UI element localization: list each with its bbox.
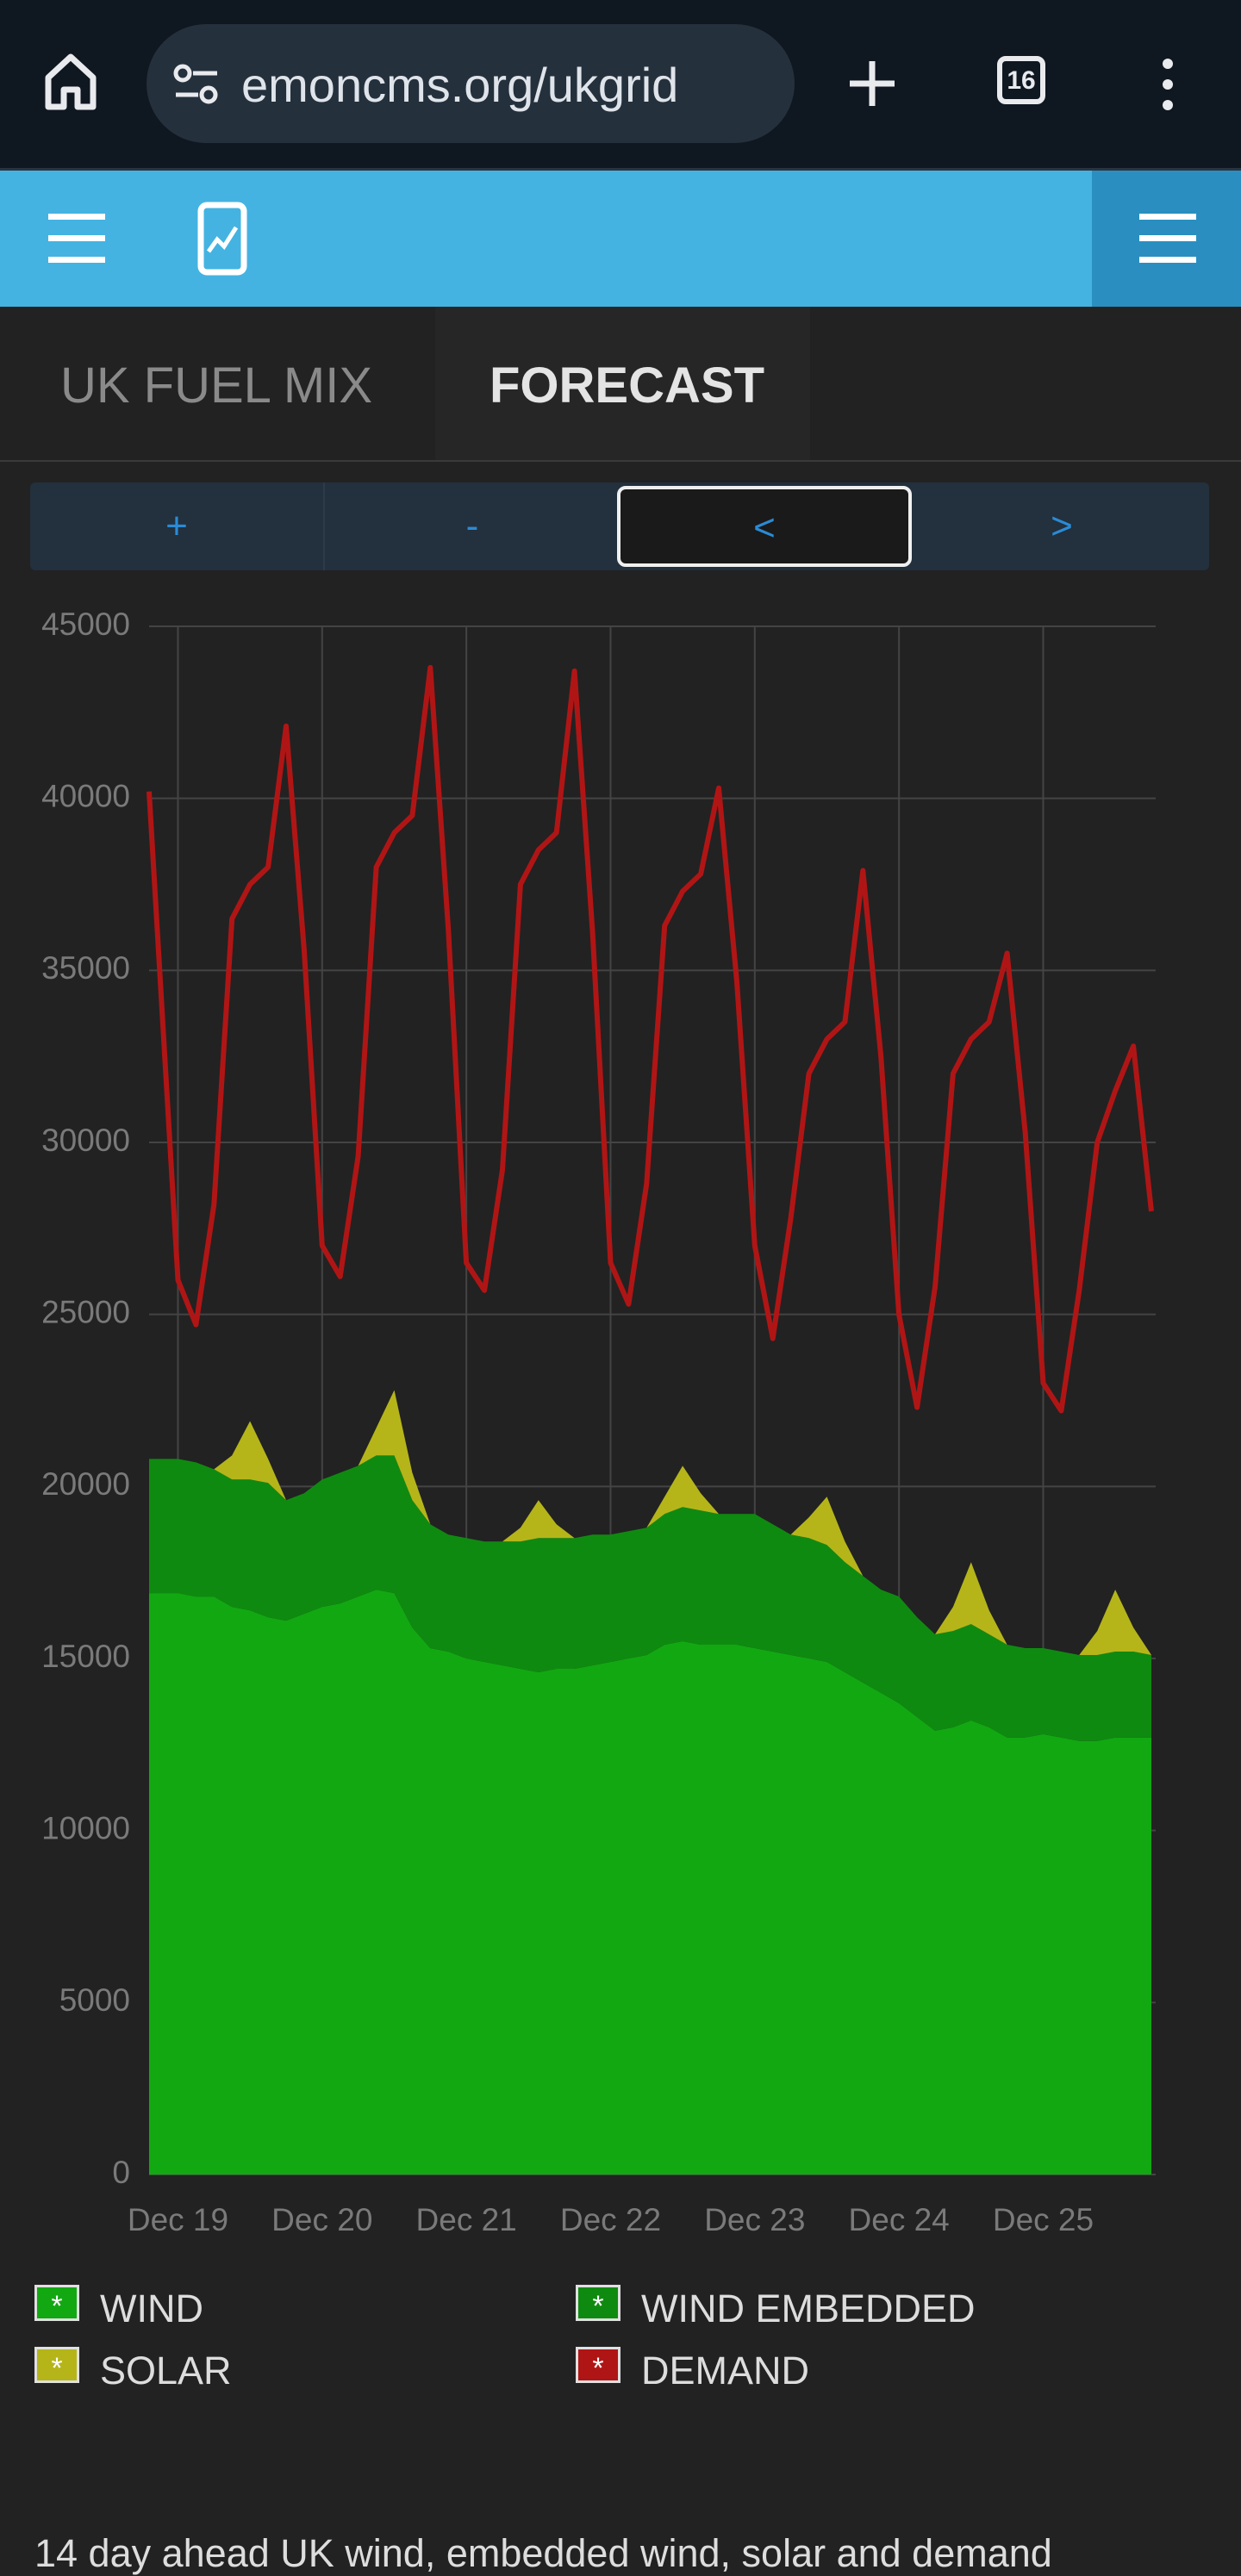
x-tick-label: Dec 21	[416, 2202, 517, 2237]
x-tick-label: Dec 22	[560, 2202, 661, 2237]
y-tick-label: 35000	[41, 950, 130, 986]
area	[149, 1390, 1151, 1655]
legend: * WIND * WIND EMBEDDED * SOLAR * DEMAND	[0, 2274, 1241, 2404]
legend-swatch: *	[34, 2285, 79, 2323]
legend-label: WIND EMBEDDED	[641, 2287, 976, 2330]
legend-label: WIND	[100, 2287, 203, 2330]
description: 14 day ahead UK wind, embedded wind, sol…	[34, 2531, 1052, 2575]
y-tick-label: 25000	[41, 1294, 130, 1329]
area	[149, 1455, 1151, 1741]
legend-label: DEMAND	[641, 2349, 810, 2392]
forward-button[interactable]: >	[1051, 505, 1073, 547]
new-tab-button[interactable]	[846, 58, 898, 109]
hamburger-menu[interactable]	[48, 212, 105, 264]
x-tick-label: Dec 20	[271, 2202, 372, 2237]
legend-swatch: *	[34, 2347, 79, 2385]
y-tick-label: 30000	[41, 1123, 130, 1158]
x-tick-label: Dec 24	[849, 2202, 950, 2237]
home-button[interactable]	[43, 52, 98, 112]
button-bar: + - < >	[30, 482, 1209, 570]
x-tick-label: Dec 23	[704, 2202, 805, 2237]
zoom-in-button[interactable]: +	[30, 482, 325, 570]
y-tick-label: 20000	[41, 1466, 130, 1502]
browser-toolbar: emoncms.org/ukgrid 16	[0, 0, 1241, 171]
tab-active[interactable]: FORECAST	[490, 358, 764, 414]
tab-count[interactable]: 16	[997, 56, 1045, 104]
site-info-icon[interactable]	[171, 59, 222, 110]
address-bar[interactable]: emoncms.org/ukgrid	[147, 24, 795, 143]
x-tick-label: Dec 19	[128, 2202, 228, 2237]
y-tick-label: 0	[112, 2155, 130, 2190]
y-tick-label: 5000	[59, 1982, 130, 2018]
tab-bar: UK FUEL MIX FORECAST	[0, 307, 1241, 462]
legend-label: SOLAR	[100, 2349, 232, 2392]
tab[interactable]: UK FUEL MIX	[60, 358, 373, 414]
y-tick-label: 10000	[41, 1810, 130, 1845]
app-header	[0, 171, 1241, 307]
back-button[interactable]: <	[617, 486, 912, 567]
menu-button[interactable]	[1155, 57, 1181, 112]
zoom-out-button[interactable]: -	[465, 505, 479, 547]
legend-swatch: *	[576, 2347, 620, 2385]
url-text[interactable]: emoncms.org/ukgrid	[241, 58, 679, 112]
hamburger-menu[interactable]	[1139, 212, 1196, 264]
y-tick-label: 45000	[41, 607, 130, 642]
y-tick-label: 40000	[41, 778, 130, 813]
line	[147, 664, 1154, 1414]
active-tab-background	[435, 307, 810, 460]
app-header-right	[1092, 171, 1241, 307]
area	[149, 1590, 1151, 2175]
chart: 0 5000 10000 15000 20000 25000 30000 35000 40000…	[41, 607, 1156, 2237]
x-tick-label: Dec 25	[993, 2202, 1094, 2237]
app-icon[interactable]	[196, 202, 248, 276]
legend-swatch: *	[576, 2285, 620, 2323]
y-tick-label: 15000	[41, 1639, 130, 1674]
